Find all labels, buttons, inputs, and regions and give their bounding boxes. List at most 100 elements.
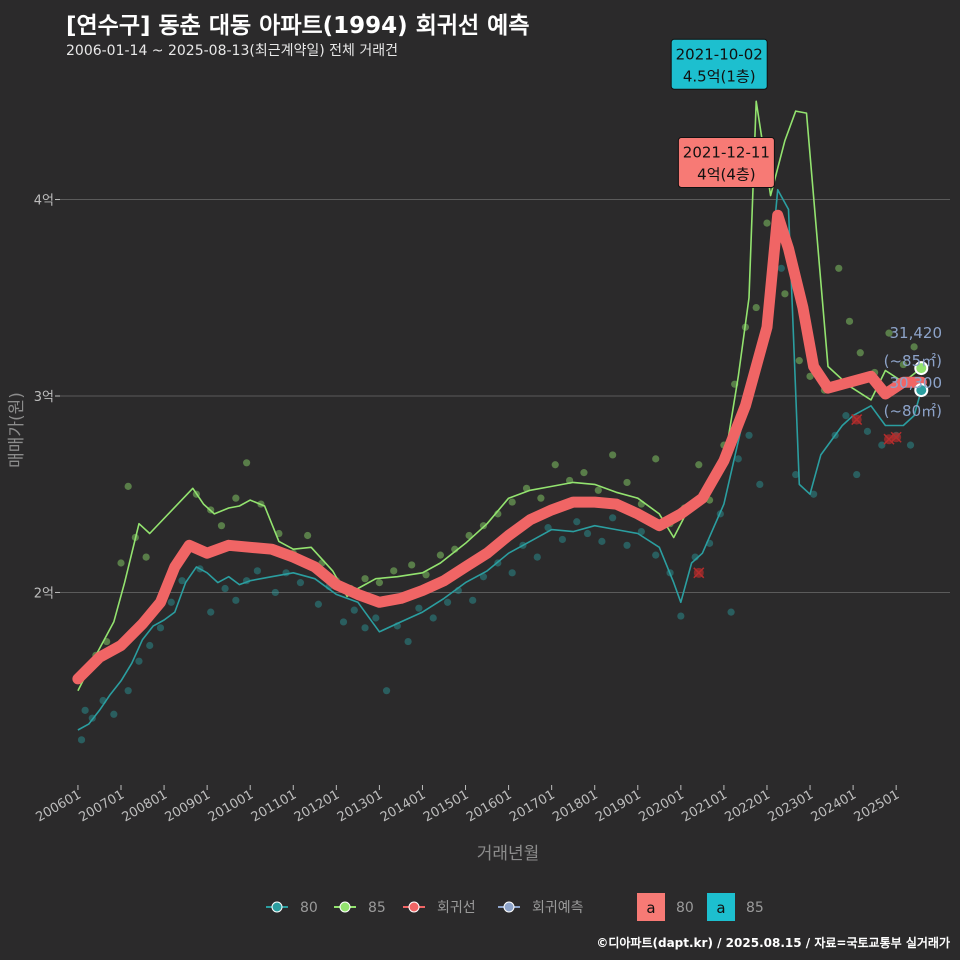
legend-item: 80 — [266, 900, 318, 916]
x-tick-label: 201201 — [292, 787, 342, 825]
scatter-point-80 — [777, 264, 785, 272]
scatter-point-80 — [361, 624, 369, 632]
cancelled-trade-marker — [890, 431, 902, 443]
legend-fill-glyph: a — [716, 899, 725, 917]
scatter-point-80 — [372, 614, 380, 622]
scatter-point-80 — [81, 706, 89, 714]
x-tick-label: 202101 — [679, 787, 729, 825]
x-tick-label: 202401 — [809, 787, 859, 825]
legend-item: 85 — [334, 900, 386, 916]
end-label-area: (~80㎡) — [884, 402, 942, 420]
scatter-point-80 — [508, 569, 516, 577]
scatter-point-85 — [465, 531, 473, 540]
scatter-point-80 — [156, 624, 165, 632]
x-tick-label: 202201 — [722, 787, 772, 825]
legend-fill-label: 80 — [676, 900, 694, 916]
end-label-value: 30,300 — [890, 374, 943, 392]
legend-fill-item: a 85 — [707, 893, 764, 921]
y-axis-title: 매매가(원) — [7, 392, 27, 468]
scatter-point-80 — [339, 618, 348, 626]
scatter-point-80 — [558, 535, 567, 544]
chart-title: [연수구] 동춘 대동 아파트(1994) 회귀선 예측 — [66, 13, 530, 39]
scatter-point-80 — [863, 427, 872, 435]
cancelled-cross — [890, 431, 902, 443]
x-tick-label: 201101 — [249, 787, 299, 825]
chart-caption: ©디아파트(dapt.kr) / 2025.08.15 / 자료=국토교통부 실… — [596, 936, 950, 950]
scatter-point-80 — [350, 606, 358, 614]
scatter-point-85 — [695, 461, 703, 469]
x-tick-label: 200801 — [120, 787, 170, 825]
legend-label: 회귀예측 — [532, 900, 584, 916]
legend-fill-item: a 80 — [637, 893, 694, 921]
scatter-point-80 — [382, 687, 391, 695]
scatter-point-80 — [479, 573, 488, 581]
cancelled-cross — [851, 414, 863, 426]
scatter-point-85 — [479, 522, 488, 530]
scatter-point-80 — [906, 441, 915, 449]
scatter-point-80 — [221, 584, 229, 593]
scatter-point-80 — [533, 553, 541, 561]
legend-swatch-dot — [408, 901, 420, 913]
x-tick-label: 200901 — [163, 787, 213, 825]
scatter-point-80 — [878, 441, 886, 449]
scatter-point-80 — [573, 518, 581, 526]
scatter-point-80 — [271, 588, 279, 597]
gridlines — [60, 199, 950, 593]
scatter-point-85 — [652, 455, 660, 463]
scatter-point-85 — [142, 553, 150, 561]
x-tick-label: 201801 — [550, 787, 600, 825]
annotation-box — [670, 38, 768, 90]
scatter-point-80 — [207, 608, 215, 616]
x-tick-label: 201001 — [206, 787, 256, 825]
scatter-point-80 — [853, 470, 861, 479]
y-axis-ticks: 2억 3억 4억 — [34, 194, 60, 601]
forecast-point-80 — [914, 383, 929, 398]
legend-item: 회귀예측 — [498, 900, 584, 916]
scatter-point-85 — [594, 486, 602, 494]
legend-fill-glyph: a — [646, 899, 655, 917]
legend-item: 회귀선 — [403, 900, 476, 916]
scatter-point-85 — [795, 357, 803, 365]
legend-label: 85 — [368, 900, 386, 916]
legend-swatch-dot — [339, 901, 351, 913]
scatter-point-80 — [77, 736, 86, 744]
series-lines — [72, 100, 927, 731]
scatter-point-85 — [835, 264, 843, 272]
scatter-point-80 — [167, 598, 175, 606]
scatter-point-80 — [727, 608, 735, 616]
x-tick-label: 201601 — [464, 787, 514, 825]
legend-label: 80 — [300, 900, 318, 916]
scatter-point-80 — [652, 551, 660, 559]
chart-subtitle: 2006-01-14 ~ 2025-08-13(최근계약일) 전체 거래건 — [66, 43, 398, 59]
series-line-80 — [77, 188, 923, 731]
legend-fill-swatch — [637, 893, 665, 921]
x-tick-label: 201701 — [507, 787, 557, 825]
end-label-value: 31,420 — [890, 324, 943, 342]
scatter-point-85 — [361, 575, 369, 583]
x-tick-label: 201301 — [335, 787, 385, 825]
scatter-point-80 — [609, 514, 617, 522]
y-tick-label: 2억 — [34, 586, 54, 601]
scatter-point-80 — [583, 529, 592, 538]
cancelled-cross — [693, 567, 705, 579]
annotation-label: 2021-10-02 4.5억(1층) — [670, 38, 768, 90]
scatter-point-85 — [806, 372, 814, 380]
x-tick-label: 201901 — [593, 787, 643, 825]
scatter-point-80 — [792, 470, 800, 479]
annotation-price: 4억(4층) — [697, 166, 755, 184]
scatter-point-80 — [745, 431, 753, 439]
scatter-point-80 — [146, 641, 154, 650]
scatter-point-85 — [609, 451, 617, 459]
scatter-point-80 — [404, 637, 412, 646]
scatter-point-80 — [734, 455, 742, 463]
legend: 80 85 회귀선 회귀예측 a 80 a 85 — [266, 893, 764, 921]
annotations: 2021-10-02 4.5억(1층) 2021-12-11 4억(4층) — [670, 38, 775, 189]
scatter-point-85 — [436, 551, 445, 559]
annotation-label: 2021-12-11 4억(4층) — [677, 137, 775, 189]
scatter-point-85 — [508, 498, 516, 506]
legend-label: 회귀선 — [437, 900, 476, 916]
legend-swatch-dot — [271, 901, 283, 913]
scatter-point-85 — [117, 559, 125, 567]
annotation-price: 4.5억(1층) — [683, 67, 756, 85]
